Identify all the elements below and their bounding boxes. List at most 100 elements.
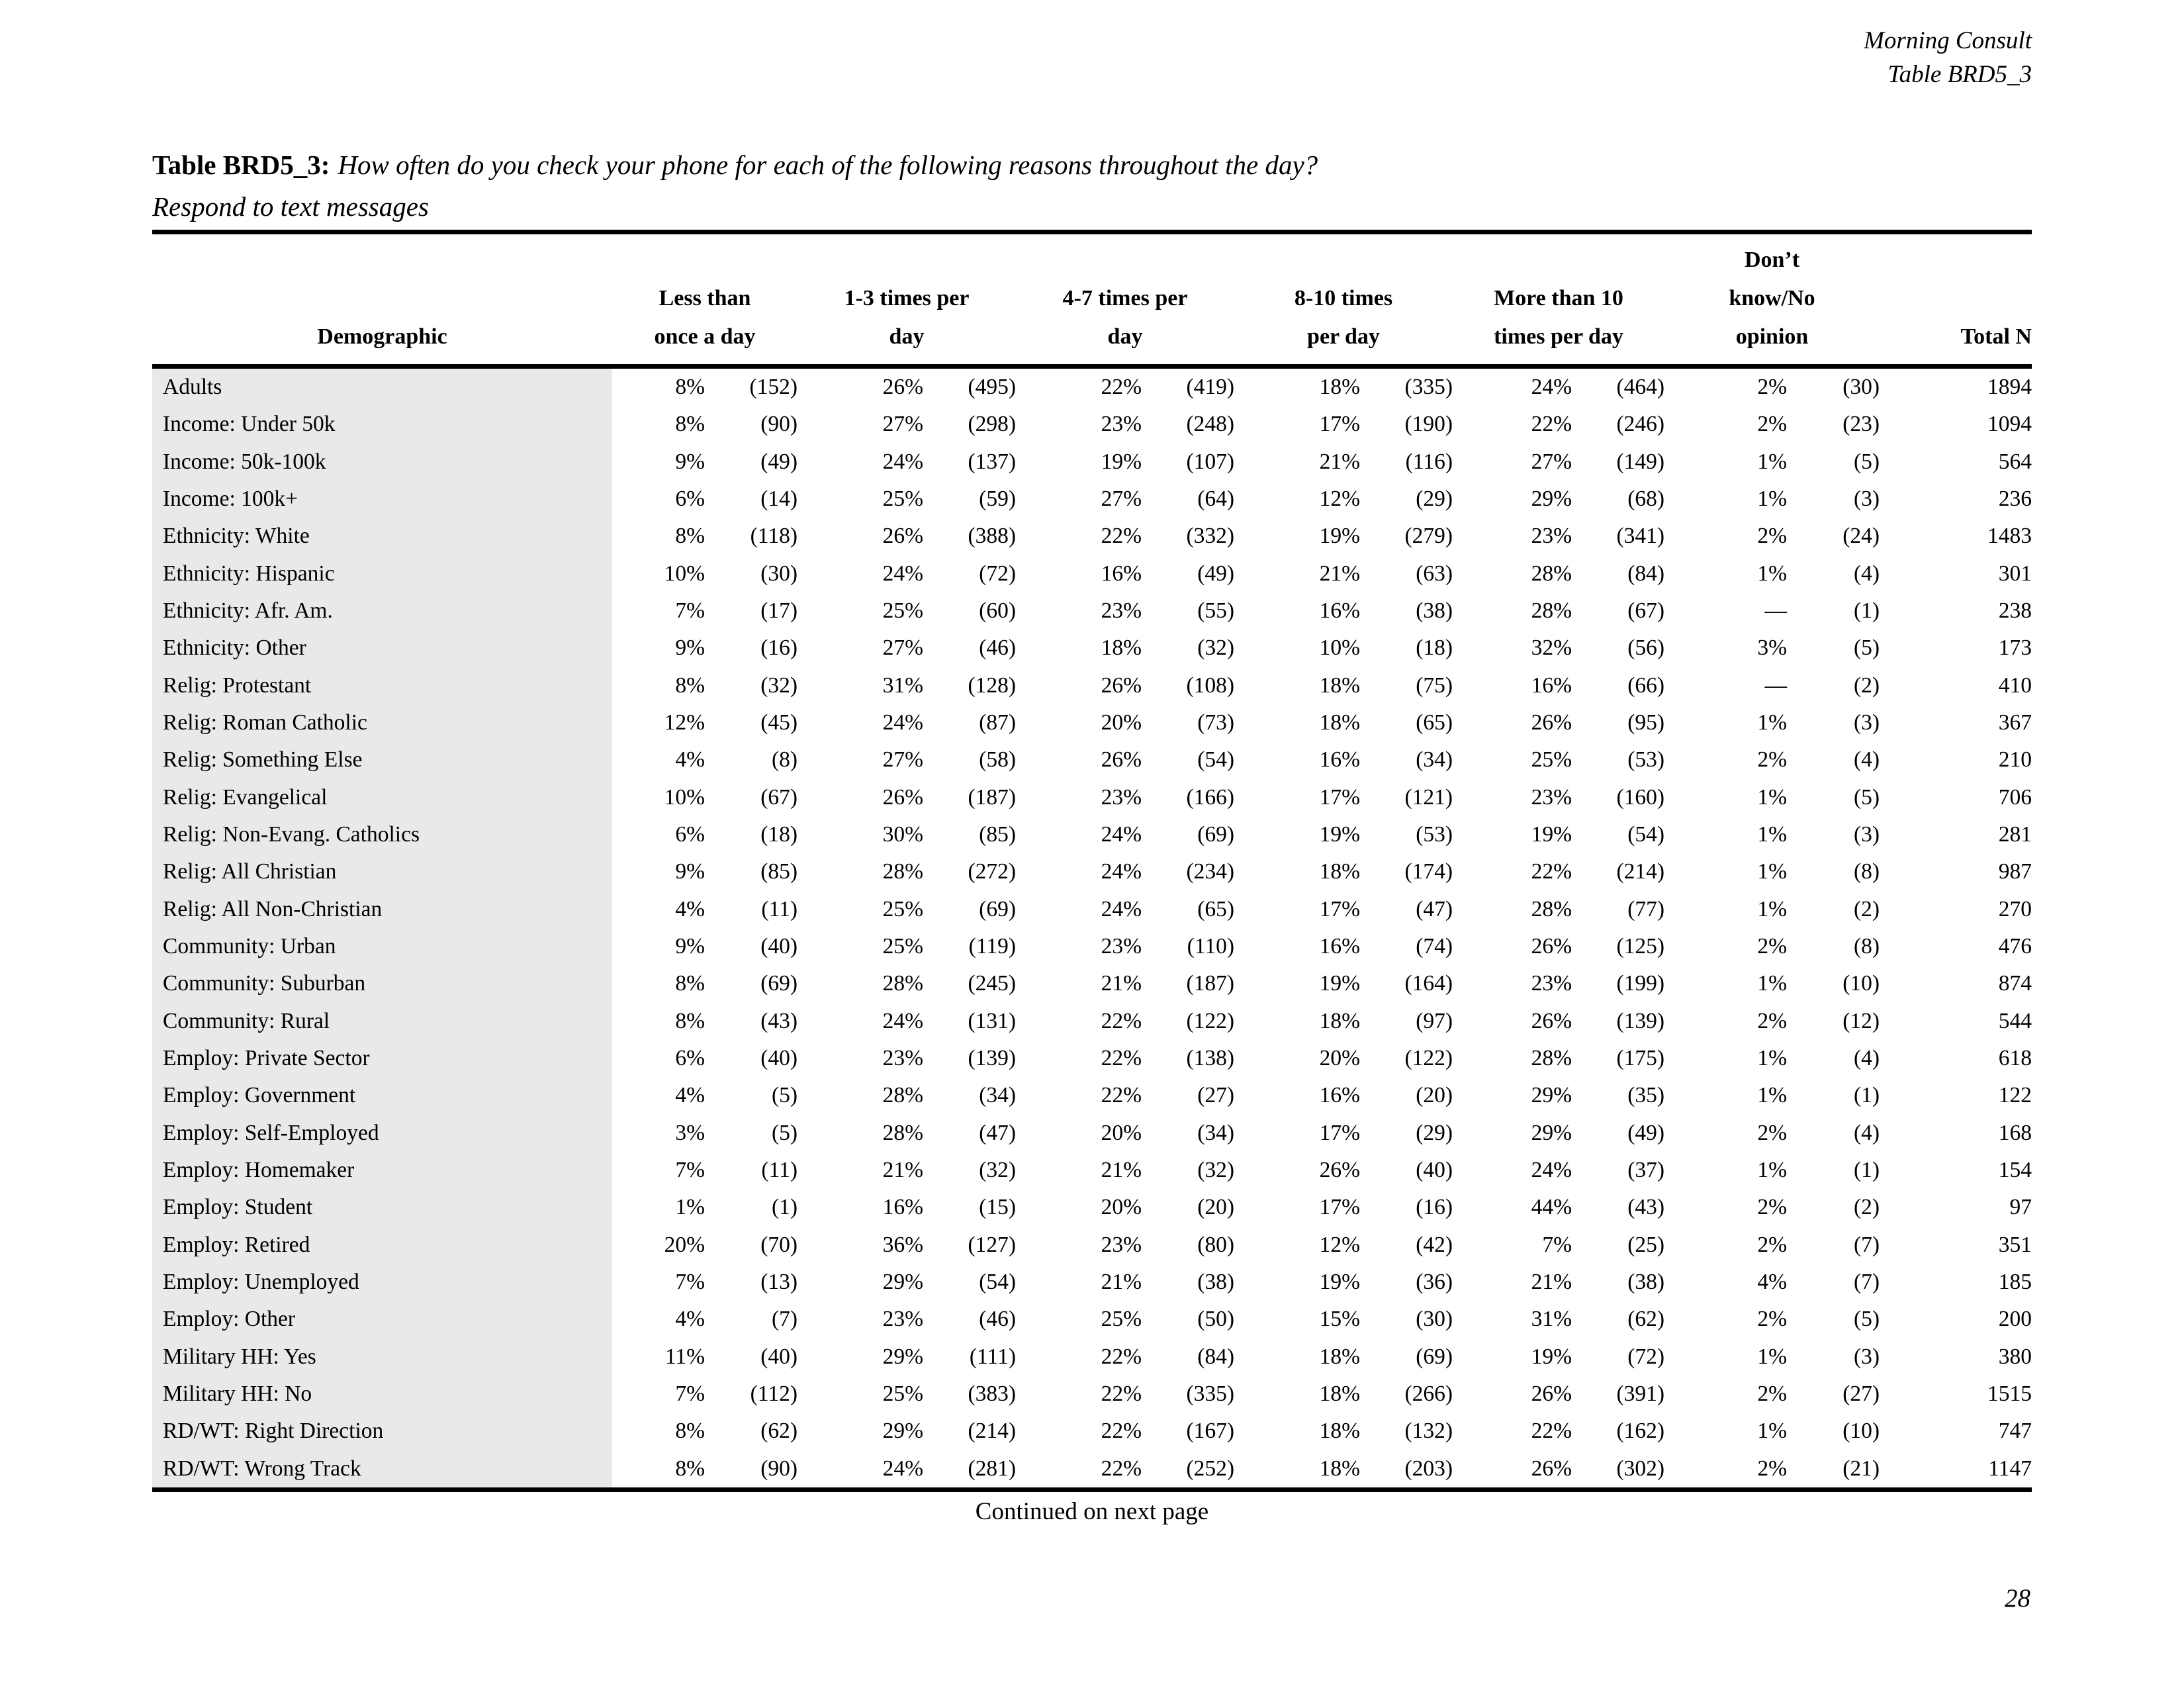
pct-cell: 24% <box>1101 896 1142 921</box>
table-row: Adults 8% (152) 26% (495) 22% (419) 18% (335) 24%… <box>152 369 2032 406</box>
count-cell: (167) <box>1186 1419 1234 1444</box>
count-cell: (5) <box>771 1083 797 1108</box>
count-cell: (16) <box>1416 1195 1453 1220</box>
count-cell: (54) <box>1197 747 1234 773</box>
pct-cell: 21% <box>1101 1158 1142 1183</box>
pct-cell: 28% <box>882 1083 923 1108</box>
count-cell: (73) <box>1197 710 1234 735</box>
pct-cell: 7% <box>675 1270 705 1295</box>
total-cell: 122 <box>1998 1083 2032 1108</box>
table-row: Relig: Evangelical 10% (67) 26% (187) 23% (166… <box>152 779 2032 816</box>
pct-cell: 24% <box>1531 1158 1572 1183</box>
count-cell: (43) <box>1627 1195 1664 1220</box>
pct-cell: 26% <box>1531 1456 1572 1481</box>
pct-cell: 8% <box>675 1008 705 1033</box>
row-label: Employ: Private Sector <box>163 1046 370 1071</box>
row-label: Income: 50k-100k <box>163 449 326 474</box>
count-cell: (122) <box>1186 1008 1234 1033</box>
count-cell: (4) <box>1853 747 1880 773</box>
total-cell: 367 <box>1998 710 2032 735</box>
pct-cell: 18% <box>1319 1382 1360 1407</box>
table-title-block: Table BRD5_3: How often do you check your… <box>152 144 1318 228</box>
row-label: Employ: Government <box>163 1083 356 1108</box>
count-cell: (27) <box>1843 1382 1880 1407</box>
count-cell: (63) <box>1416 561 1453 586</box>
pct-cell: 17% <box>1319 1120 1360 1145</box>
pct-cell: 29% <box>882 1344 923 1369</box>
pct-cell: 16% <box>882 1195 923 1220</box>
row-label: Relig: All Christian <box>163 859 337 884</box>
pct-cell: 18% <box>1319 710 1360 735</box>
count-cell: (2) <box>1853 896 1880 921</box>
table-row: Income: Under 50k 8% (90) 27% (298) 23% (248) 1… <box>152 406 2032 443</box>
count-cell: (164) <box>1404 971 1453 996</box>
total-cell: 1147 <box>1988 1456 2032 1481</box>
count-cell: (10) <box>1843 971 1880 996</box>
pct-cell: 20% <box>1319 1046 1360 1071</box>
pct-cell: 7% <box>675 1382 705 1407</box>
row-label: Income: Under 50k <box>163 412 336 437</box>
pct-cell: 20% <box>1101 1120 1142 1145</box>
count-cell: (5) <box>771 1120 797 1145</box>
pct-cell: 8% <box>675 1456 705 1481</box>
count-cell: (137) <box>968 449 1016 474</box>
count-cell: (18) <box>760 822 797 847</box>
count-cell: (25) <box>1627 1232 1664 1257</box>
count-cell: (27) <box>1197 1083 1234 1108</box>
count-cell: (8) <box>1853 934 1880 959</box>
pct-cell: 18% <box>1319 375 1360 400</box>
table-row: Employ: Retired 20% (70) 36% (127) 23% (80) 12%… <box>152 1227 2032 1264</box>
pct-cell: 1% <box>1757 710 1787 735</box>
table-title-line: Table BRD5_3: How often do you check your… <box>152 144 1318 186</box>
pct-cell: 2% <box>1757 1307 1787 1332</box>
row-label: Employ: Self-Employed <box>163 1120 379 1145</box>
row-label: Ethnicity: Other <box>163 635 306 661</box>
table-row: Employ: Other 4% (7) 23% (46) 25% (50) 15% (30) 3… <box>152 1301 2032 1338</box>
pct-cell: 29% <box>882 1419 923 1444</box>
pct-cell: 22% <box>1531 1419 1572 1444</box>
count-cell: (110) <box>1187 934 1234 959</box>
pct-cell: 17% <box>1319 1195 1360 1220</box>
pct-cell: 26% <box>1319 1158 1360 1183</box>
count-cell: (1) <box>771 1195 797 1220</box>
row-label: Adults <box>163 375 222 400</box>
row-label: Military HH: No <box>163 1382 312 1407</box>
count-cell: (21) <box>1843 1456 1880 1481</box>
row-label: Ethnicity: White <box>163 524 310 549</box>
pct-cell: 25% <box>882 934 923 959</box>
pct-cell: 1% <box>1757 1158 1787 1183</box>
pct-cell: 17% <box>1319 896 1360 921</box>
count-cell: (8) <box>1853 859 1880 884</box>
header-rule <box>152 364 2032 369</box>
count-cell: (38) <box>1627 1270 1664 1295</box>
table-reference: Table BRD5_3 <box>1888 61 2032 88</box>
count-cell: (84) <box>1197 1344 1234 1369</box>
total-cell: 874 <box>1998 971 2032 996</box>
count-cell: (49) <box>1627 1120 1664 1145</box>
total-cell: 1483 <box>1987 524 2032 549</box>
pct-cell: 26% <box>1531 1382 1572 1407</box>
row-label: Community: Urban <box>163 934 336 959</box>
total-cell: 238 <box>1998 598 2032 624</box>
count-cell: (119) <box>968 934 1016 959</box>
count-cell: (8) <box>771 747 797 773</box>
pct-cell: 26% <box>882 375 923 400</box>
pct-cell: 12% <box>1319 1232 1360 1257</box>
pct-cell: 9% <box>675 635 705 661</box>
count-cell: (1) <box>1853 598 1880 624</box>
pct-cell: 24% <box>882 561 923 586</box>
table-row: Community: Rural 8% (43) 24% (131) 22% (122) 18… <box>152 1003 2032 1040</box>
count-cell: (152) <box>749 375 797 400</box>
pct-cell: 2% <box>1757 1008 1787 1033</box>
pct-cell: 10% <box>664 561 705 586</box>
total-cell: 410 <box>1998 673 2032 698</box>
count-cell: (66) <box>1627 673 1664 698</box>
pct-cell: 8% <box>675 971 705 996</box>
pct-cell: 27% <box>882 747 923 773</box>
col-header-less-than-once: Less than once a day <box>654 286 756 349</box>
pct-cell: 4% <box>675 1307 705 1332</box>
pct-cell: 2% <box>1757 1456 1787 1481</box>
count-cell: (65) <box>1416 710 1453 735</box>
count-cell: (214) <box>1616 859 1664 884</box>
pct-cell: 19% <box>1319 971 1360 996</box>
